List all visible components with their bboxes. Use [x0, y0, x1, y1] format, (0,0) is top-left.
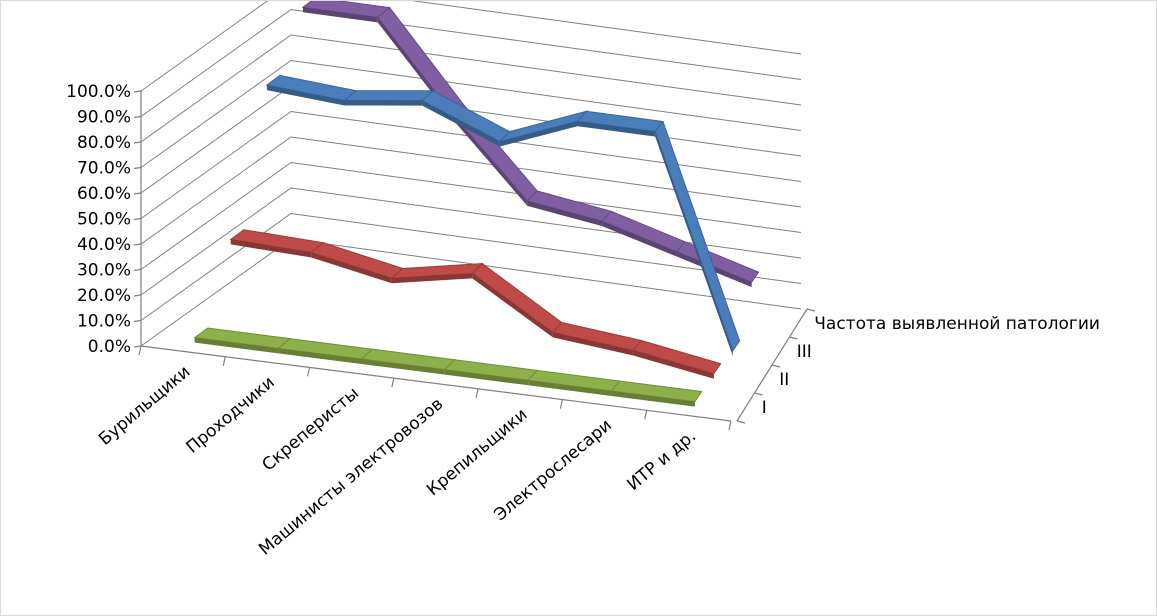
line-segment-edge [577, 121, 656, 137]
gridline [140, 161, 802, 270]
y-tick-label: 100.0% [66, 82, 131, 102]
y-tick-label: 20.0% [77, 286, 131, 306]
x-tick [728, 420, 732, 431]
depth-tick [736, 420, 746, 424]
line-segment-edge [499, 121, 578, 147]
y-tick [133, 90, 142, 93]
line-segment-edge [344, 100, 423, 106]
depth-label-2: II [779, 370, 789, 390]
gridline [140, 136, 802, 245]
y-tick [133, 115, 142, 119]
series-iii [229, 229, 722, 379]
line-segment-edge [391, 273, 473, 284]
x-tick [475, 388, 479, 398]
y-tick [133, 268, 142, 272]
x-tick [391, 378, 395, 388]
depth-tick [789, 336, 798, 340]
gridline [140, 34, 802, 143]
y-tick [133, 192, 142, 195]
category-label-машинисты-электровозов: Машинисты электровозов [255, 394, 447, 560]
series-частота-выявленной-патологии [193, 327, 703, 407]
y-tick-label: 80.0% [77, 133, 131, 153]
x-tick [559, 399, 564, 409]
gridline [140, 212, 802, 321]
depth-tick [806, 308, 816, 312]
y-tick-label: 0.0% [88, 337, 131, 357]
y-tick [133, 319, 142, 323]
line-segment-edge [444, 369, 529, 386]
line-segment [632, 339, 722, 375]
y-tick [133, 217, 142, 221]
x-tick [222, 356, 226, 366]
x-tick [306, 367, 311, 377]
y-tick-label: 40.0% [77, 235, 131, 255]
y-tick [133, 166, 142, 170]
y-tick [133, 141, 142, 144]
line-segment-edge [302, 7, 378, 23]
depth-label-3: III [797, 342, 812, 362]
category-label-скреперисты: Скреперисты [259, 383, 363, 475]
line-segment-edge [266, 85, 345, 106]
category-label-проходчики: Проходчики [183, 373, 279, 458]
line-segment-edge [633, 350, 714, 379]
line-segment-edge [472, 273, 553, 338]
line-segment-edge [528, 380, 612, 396]
grid-layer [140, 1, 802, 347]
line-segment-edge [422, 100, 500, 147]
category-label-крепильщики: Крепильщики [423, 405, 531, 501]
y-tick-label: 10.0% [77, 312, 131, 332]
y-tick-label: 50.0% [77, 210, 131, 230]
line-segment-edge [194, 337, 279, 354]
line-segment-edge [230, 239, 312, 258]
line-segment-edge [602, 221, 677, 257]
category-label-итр-и-др: ИТР и др. [624, 426, 701, 495]
line-segment-edge [655, 131, 733, 356]
line-segment-edge [611, 390, 695, 407]
y-tick-label: 30.0% [77, 261, 131, 281]
line-segment-edge [311, 252, 392, 284]
x-tick [138, 345, 142, 356]
line-segment [676, 241, 760, 283]
y-tick [133, 294, 142, 297]
label-layer: 0.0% 10.0% 20.0% 30.0% 40.0% 50.0% 60.0% 70.0% 8… [66, 82, 1100, 560]
gridline [140, 1, 802, 92]
line-segment-edge [552, 332, 634, 356]
depth-label-1: I [762, 398, 767, 418]
series-ii [265, 74, 741, 356]
line-segment-edge [527, 200, 603, 227]
gridline [140, 59, 802, 168]
gridline [140, 110, 802, 219]
gridline [140, 8, 802, 117]
x-axis [140, 345, 732, 422]
x-tick [644, 410, 648, 420]
line-segment-edge [452, 114, 528, 206]
depth-tick [771, 364, 781, 368]
depth-label-4: Частота выявленной патологии [814, 314, 1100, 334]
y-tick-label: 60.0% [77, 184, 131, 204]
y-tick [133, 345, 142, 348]
line-segment [343, 90, 435, 102]
y-tick-label: 90.0% [77, 108, 131, 128]
line-segment-edge [278, 348, 362, 364]
series-i [301, 1, 760, 288]
y-tick-label: 70.0% [77, 159, 131, 179]
line-segment-edge [361, 358, 445, 375]
y-tick [133, 243, 142, 246]
depth-tick [754, 392, 763, 396]
category-label-бурильщики: Бурильщики [95, 362, 194, 450]
line-segment [601, 210, 686, 253]
axis-layer [133, 90, 816, 431]
series-layer [193, 1, 760, 407]
